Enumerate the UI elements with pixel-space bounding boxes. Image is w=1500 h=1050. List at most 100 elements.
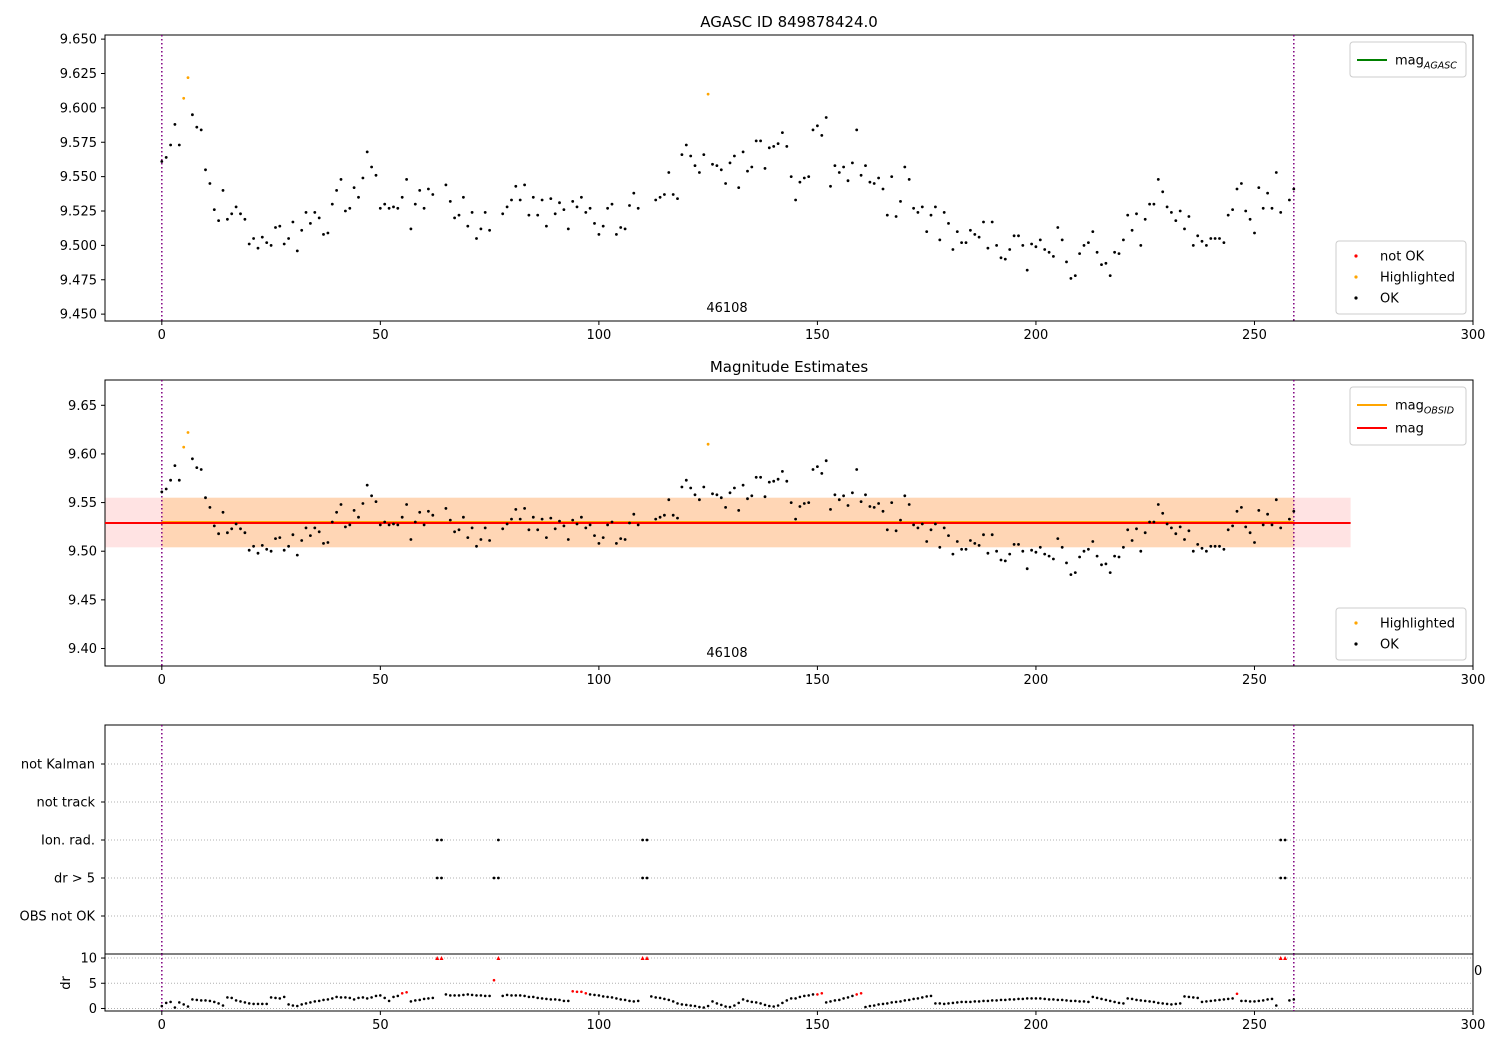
dr-point [746,999,749,1003]
dr-point [1170,1003,1173,1006]
dr-point [737,1001,740,1005]
data-point [1025,268,1029,272]
data-point [689,486,693,490]
dr-point [1100,997,1103,1001]
data-point [1113,554,1116,558]
data-point [842,494,845,498]
data-point [400,195,404,199]
data-point [785,145,789,148]
data-point [295,553,299,557]
data-point [1270,206,1274,210]
flags-panel: OBS not OK dr > 5 Ion. rad. not track not Ka… [20,724,1474,955]
legend-label-subscript: AGASC [1423,61,1457,72]
data-point [789,175,793,179]
data-point [523,183,526,187]
dr-point [540,997,544,1000]
dr-point [733,1004,736,1007]
data-point [969,228,972,232]
dr-point [1226,997,1230,1001]
data-point [1078,252,1081,256]
dr-point [1047,998,1051,1001]
data-point [680,153,684,157]
dr-point [877,1003,880,1006]
data-point [378,206,382,210]
flag-point [1279,838,1283,842]
data-point [361,176,365,180]
y-tick-label: 9.40 [68,642,97,657]
dr-point [291,1004,295,1007]
dr-point [247,1002,251,1005]
data-point [514,508,518,511]
dr-point [370,996,373,999]
data-point [387,206,391,210]
x-tick-label: 50 [372,328,389,343]
data-point [628,521,631,525]
data-point [1288,198,1291,202]
data-point [737,509,741,512]
dr-point [492,978,496,982]
dr-point [715,1002,719,1005]
data-point [1270,523,1274,527]
agasc-obsid-label: 46108 [706,301,747,316]
dr-point [1025,997,1029,1000]
dr-point [973,1000,977,1003]
dr-point [449,994,452,997]
data-point [820,134,824,137]
dr-point [387,999,391,1003]
data-point [1069,573,1073,576]
data-point [947,534,950,537]
dr-point [921,996,924,999]
flag-point [1283,876,1287,880]
data-point [453,216,456,220]
dr-point [348,996,352,1000]
data-point [501,527,505,531]
data-point [392,205,395,209]
data-point [462,515,465,519]
data-point [868,180,872,184]
data-point [182,445,186,449]
data-point [1126,213,1130,217]
data-point [1279,211,1283,214]
data-point [1021,244,1025,247]
dr-point [741,998,745,1001]
dr-point [178,1001,181,1004]
dr-point [164,1001,168,1005]
data-point [531,195,535,199]
data-point [715,164,719,168]
dr-point [256,1002,260,1006]
data-point [191,113,194,117]
dr-point [234,999,238,1002]
data-point [545,224,548,228]
data-point [344,209,347,213]
data-point [1082,244,1086,247]
data-point [217,219,221,223]
data-point [527,213,531,217]
data-point [269,549,273,553]
agasc-marker-legend: not OK Highlighted OK [1335,240,1467,315]
dr-point [558,998,561,1002]
data-point [671,513,675,517]
data-point [1161,190,1165,194]
dr-point [466,993,470,996]
data-point [1261,523,1265,527]
data-point [1209,237,1213,240]
y-tick-label: 9.575 [60,136,97,151]
legend-marker-label: Highlighted [1380,617,1455,632]
data-point [1156,178,1160,181]
data-point [518,198,522,202]
dr-point [1135,998,1138,1002]
data-point [1244,209,1248,213]
data-point [1065,561,1068,565]
legend-box [1349,386,1467,446]
data-point [457,213,461,217]
flag-point [641,876,644,880]
data-point [802,502,806,505]
dr-point [846,996,850,999]
data-point [444,507,448,510]
dr-point [798,995,802,999]
y-tick-label: 9.55 [68,496,97,511]
estimates-plot-area: 0 50 100 150 200 250 300 9.40 9.45 9.50 9.55 9.60 9.… [68,379,1485,688]
data-point [199,468,203,471]
data-point [754,139,758,143]
data-point [663,513,666,517]
